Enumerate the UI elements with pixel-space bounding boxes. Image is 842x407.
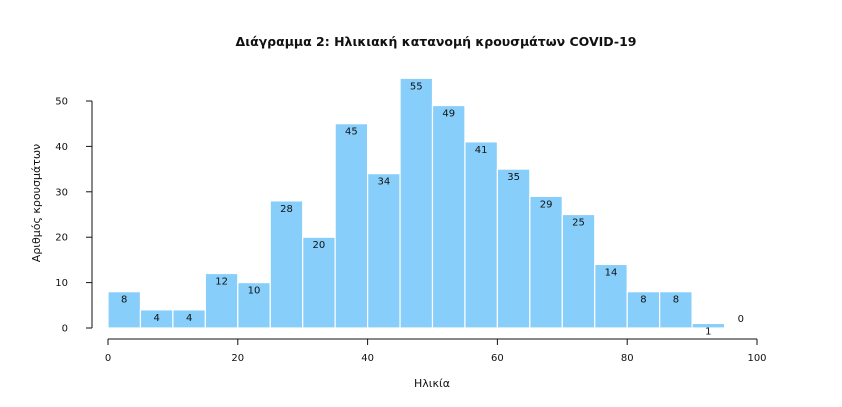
- histogram-bar: [302, 236, 336, 329]
- bar-value-label: 29: [540, 199, 553, 210]
- y-axis: 0 10 20 30 40 50: [55, 97, 93, 335]
- histogram-bar: [334, 123, 369, 329]
- y-tick-label: 50: [55, 97, 68, 108]
- histogram-bar: [626, 291, 661, 329]
- histogram-bar: [367, 173, 401, 329]
- histogram-bar: [691, 322, 726, 329]
- x-tick-label: 80: [621, 353, 634, 364]
- x-tick-label: 60: [491, 353, 504, 364]
- bar-value-label: 8: [121, 295, 127, 306]
- histogram-bar: [269, 200, 304, 329]
- bar-value-label: 25: [572, 218, 585, 229]
- bar-value-label: 49: [442, 109, 455, 120]
- histogram-bar: [659, 291, 693, 329]
- histogram-bar: [431, 104, 466, 329]
- y-tick-label: 30: [55, 187, 68, 198]
- bar-value-label: 1: [705, 326, 711, 337]
- bar-value-label: 12: [215, 277, 228, 288]
- bar-value-label: 14: [605, 267, 618, 278]
- bar-value-label: 10: [248, 286, 261, 297]
- histogram-bar: [561, 213, 596, 329]
- bar-value-label: 55: [410, 81, 423, 92]
- histogram-bar: [594, 263, 628, 329]
- y-axis-label: Αριθμός κρουσμάτων: [30, 144, 43, 262]
- histogram-bar: [399, 77, 434, 329]
- x-axis: 0 20 40 60 80 100: [105, 338, 767, 364]
- bar-value-label: 34: [377, 177, 390, 188]
- bar-value-label: 8: [673, 295, 679, 306]
- bar-value-label: 41: [475, 145, 488, 156]
- histogram-bar: [529, 195, 563, 329]
- x-tick-label: 0: [105, 353, 111, 364]
- bar-value-label: 45: [345, 127, 358, 138]
- bar-value-label: 4: [186, 313, 192, 324]
- y-tick-label: 40: [55, 142, 68, 153]
- bar-value-label: 28: [280, 204, 293, 215]
- y-tick-label: 0: [62, 324, 68, 335]
- x-axis-label: Ηλικία: [414, 377, 450, 390]
- y-tick-label: 10: [55, 278, 68, 289]
- bar-value-label: 35: [507, 172, 520, 183]
- chart-title: Διάγραμμα 2: Ηλικιακή κατανομή κρουσμάτω…: [236, 34, 637, 49]
- x-tick-label: 100: [747, 353, 766, 364]
- bar-value-label: 20: [313, 240, 326, 251]
- bar-value-label: 8: [640, 295, 646, 306]
- histogram-bar: [464, 141, 499, 329]
- bars-group: [107, 77, 726, 329]
- y-tick-label: 20: [55, 233, 68, 244]
- x-tick-label: 40: [361, 353, 374, 364]
- x-tick-label: 20: [231, 353, 244, 364]
- histogram-bar: [496, 168, 531, 329]
- histogram-bar: [107, 291, 142, 329]
- bar-value-label: 4: [153, 313, 159, 324]
- bar-value-label: 0: [738, 314, 744, 325]
